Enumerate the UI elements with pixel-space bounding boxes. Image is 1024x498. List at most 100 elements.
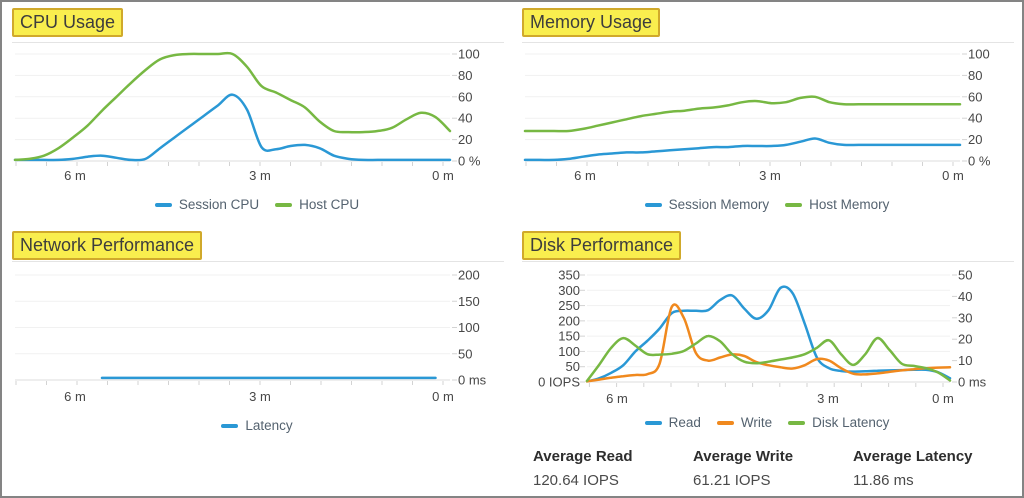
- series-line-read: [585, 285, 952, 383]
- legend-swatch-icon: [785, 202, 803, 207]
- legend-label: Session CPU: [178, 197, 260, 212]
- y-axis-label: 50: [566, 359, 580, 374]
- y-axis-label: 200: [558, 313, 580, 328]
- x-axis-label: 3 m: [759, 168, 781, 183]
- x-axis-label: 3 m: [817, 391, 839, 406]
- y-axis-label: 100: [558, 344, 580, 359]
- legend-item-latency[interactable]: Latency: [221, 418, 293, 433]
- cpu-usage-title: CPU Usage: [12, 8, 124, 37]
- y-axis-label: 100: [968, 47, 990, 62]
- panel-network-performance: Network Performance 200 150 100 50 0 ms 6 m 3 …: [2, 230, 512, 496]
- y-axis-label: 60: [458, 89, 472, 104]
- y-axis-label: 40: [968, 111, 982, 126]
- average-read-stat: Average Read 120.64 IOPS: [533, 448, 691, 489]
- x-axis-label: 3 m: [249, 389, 271, 404]
- y-axis-label: 20: [968, 132, 982, 147]
- legend-label: Host Memory: [809, 197, 890, 212]
- legend-swatch-icon: [788, 420, 806, 425]
- x-axis-label: 0 m: [432, 389, 454, 404]
- y-axis-label: 50: [458, 346, 472, 361]
- legend-item-session-memory[interactable]: Session Memory: [644, 197, 770, 212]
- title-divider: [522, 261, 1014, 262]
- network-performance-plot: 200 150 100 50 0 ms 6 m 3 m 0 m: [15, 268, 487, 404]
- legend-item-read[interactable]: Read: [644, 415, 701, 430]
- stat-value: 120.64 IOPS: [533, 472, 619, 489]
- legend-label: Host CPU: [299, 197, 360, 212]
- legend-swatch-icon: [716, 420, 734, 425]
- series-line-write: [585, 303, 952, 383]
- memory-usage-plot: 100 80 60 40 20 0 % 6 m 3 m 0 m: [523, 47, 991, 183]
- x-axis-label: 6 m: [64, 168, 86, 183]
- x-axis-label: 6 m: [574, 168, 596, 183]
- legend-item-session-cpu[interactable]: Session CPU: [154, 197, 260, 212]
- y-axis-label: 30: [958, 310, 972, 325]
- legend-label: Session Memory: [668, 197, 770, 212]
- legend-swatch-icon: [154, 202, 172, 207]
- title-divider: [522, 42, 1014, 43]
- y-axis-label: 100: [458, 320, 480, 335]
- panel-memory-usage: Memory Usage 100 80 60 40 20 0 % 6 m 3 m 0 m Sess…: [512, 2, 1022, 230]
- series-line-host-cpu: [13, 51, 452, 162]
- y-axis-label: 0 IOPS: [538, 375, 580, 390]
- stat-label: Average Latency: [853, 448, 973, 465]
- y-axis-label: 20: [958, 332, 972, 347]
- cpu-usage-plot: 100 80 60 40 20 0 % 6 m 3 m 0 m: [13, 47, 481, 183]
- y-axis-label: 100: [458, 47, 480, 62]
- y-axis-label: 40: [958, 289, 972, 304]
- y-axis-label: 300: [558, 283, 580, 298]
- y-axis-label: 0 ms: [958, 375, 987, 390]
- disk-performance-chart: 350 300 250 200 150 100 50 0 IOPS 50 40 30 20 10 0 ms…: [512, 230, 1022, 496]
- title-divider: [12, 42, 504, 43]
- y-axis-label: 80: [458, 68, 472, 83]
- legend-swatch-icon: [644, 202, 662, 207]
- panel-disk-performance: Disk Performance 350 300 250 200 150 100 50 0 I…: [512, 230, 1022, 496]
- legend-item-write[interactable]: Write: [716, 415, 773, 430]
- stat-label: Average Write: [693, 448, 794, 465]
- memory-usage-title: Memory Usage: [522, 8, 661, 37]
- y-axis-label: 0 %: [968, 154, 991, 169]
- series-line-session-memory: [523, 137, 962, 162]
- stat-value: 11.86 ms: [853, 472, 914, 489]
- y-axis-label: 20: [458, 132, 472, 147]
- series-line-disk-latency: [585, 334, 952, 383]
- legend-swatch-icon: [644, 420, 662, 425]
- y-axis-label: 0 %: [458, 154, 481, 169]
- legend-swatch-icon: [221, 423, 239, 428]
- legend-label: Write: [740, 415, 773, 430]
- y-axis-label: 350: [558, 268, 580, 283]
- average-latency-stat: Average Latency 11.86 ms: [853, 448, 1011, 489]
- stat-value: 61.21 IOPS: [693, 472, 771, 489]
- chart-legend: Session Memory Host Memory: [512, 197, 1022, 212]
- y-axis-label: 60: [968, 89, 982, 104]
- x-axis-label: 0 m: [932, 391, 954, 406]
- cpu-usage-chart: 100 80 60 40 20 0 % 6 m 3 m 0 m Session CPU Host C…: [2, 2, 512, 230]
- y-axis-label: 80: [968, 68, 982, 83]
- title-divider: [12, 261, 504, 262]
- x-axis-label: 0 m: [432, 168, 454, 183]
- legend-item-host-memory[interactable]: Host Memory: [785, 197, 889, 212]
- stat-label: Average Read: [533, 448, 633, 465]
- y-axis-label: 0 ms: [458, 373, 487, 388]
- memory-usage-chart: 100 80 60 40 20 0 % 6 m 3 m 0 m Session Memory Hos…: [512, 2, 1022, 230]
- y-axis-label: 50: [958, 268, 972, 283]
- network-performance-chart: 200 150 100 50 0 ms 6 m 3 m 0 m Latency: [2, 230, 512, 496]
- panel-cpu-usage: CPU Usage 100 80 60 40 20 0 % 6 m 3 m 0 m Session…: [2, 2, 512, 230]
- y-axis-label: 10: [958, 353, 972, 368]
- legend-label: Disk Latency: [812, 415, 890, 430]
- legend-label: Read: [668, 415, 701, 430]
- chart-legend: Latency: [2, 418, 512, 433]
- x-axis-label: 6 m: [606, 391, 628, 406]
- legend-item-disk-latency[interactable]: Disk Latency: [788, 415, 889, 430]
- x-axis-label: 3 m: [249, 168, 271, 183]
- legend-item-host-cpu[interactable]: Host CPU: [275, 197, 359, 212]
- y-axis-label: 200: [458, 268, 480, 283]
- y-axis-label: 40: [458, 111, 472, 126]
- legend-label: Latency: [245, 418, 293, 433]
- y-axis-label: 150: [458, 294, 480, 309]
- legend-swatch-icon: [275, 202, 293, 207]
- disk-performance-title: Disk Performance: [522, 231, 682, 260]
- y-axis-label: 150: [558, 329, 580, 344]
- y-axis-label: 250: [558, 298, 580, 313]
- network-performance-title: Network Performance: [12, 231, 203, 260]
